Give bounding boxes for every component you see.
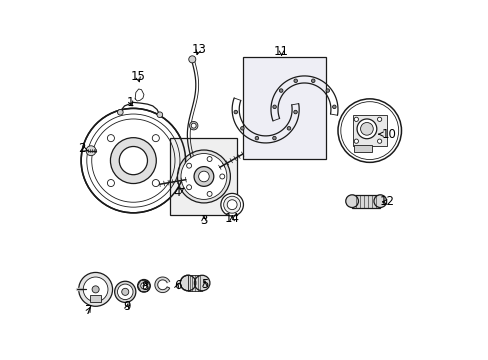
Circle shape (122, 288, 128, 295)
Circle shape (189, 121, 198, 130)
Circle shape (353, 117, 358, 121)
Circle shape (240, 127, 244, 130)
Circle shape (207, 192, 212, 197)
Circle shape (223, 196, 240, 213)
Polygon shape (155, 277, 169, 293)
Circle shape (86, 146, 96, 156)
Circle shape (353, 139, 358, 143)
Circle shape (186, 163, 191, 168)
Text: 4: 4 (173, 186, 183, 199)
Circle shape (137, 279, 150, 292)
Text: 11: 11 (273, 45, 288, 58)
Bar (351, 195, 380, 207)
Text: 1: 1 (127, 96, 134, 109)
Circle shape (107, 180, 114, 186)
Circle shape (227, 200, 237, 210)
Circle shape (92, 286, 99, 293)
Text: 8: 8 (141, 280, 148, 293)
Circle shape (345, 195, 358, 207)
Text: 3: 3 (200, 214, 207, 227)
Circle shape (311, 79, 314, 82)
Circle shape (272, 105, 276, 109)
Bar (90, 295, 101, 302)
Text: 10: 10 (378, 128, 396, 141)
Circle shape (293, 110, 297, 114)
Circle shape (234, 110, 237, 114)
Circle shape (286, 127, 290, 130)
Circle shape (181, 154, 226, 199)
Circle shape (377, 117, 381, 121)
Circle shape (114, 281, 136, 302)
Circle shape (177, 150, 230, 203)
Circle shape (360, 122, 372, 135)
Circle shape (325, 89, 329, 92)
Text: 9: 9 (123, 300, 131, 313)
Circle shape (141, 283, 147, 289)
Bar (353, 145, 371, 153)
Text: 2: 2 (78, 142, 88, 155)
Circle shape (272, 136, 276, 140)
Circle shape (221, 193, 243, 216)
Circle shape (293, 79, 297, 82)
Circle shape (110, 138, 156, 184)
Circle shape (373, 195, 386, 207)
Circle shape (117, 284, 133, 300)
Circle shape (107, 135, 114, 142)
Circle shape (157, 112, 163, 118)
Text: 13: 13 (191, 43, 205, 56)
Circle shape (198, 171, 209, 182)
Circle shape (194, 275, 209, 291)
Circle shape (83, 277, 108, 302)
Circle shape (81, 108, 185, 213)
Bar (170, 138, 237, 215)
Circle shape (191, 123, 196, 128)
Text: 15: 15 (130, 71, 145, 84)
Bar (188, 275, 202, 291)
Circle shape (152, 135, 159, 142)
Circle shape (337, 99, 401, 162)
Circle shape (332, 105, 335, 109)
Text: 14: 14 (224, 212, 239, 225)
Circle shape (152, 180, 159, 186)
Circle shape (180, 275, 195, 291)
Circle shape (117, 109, 123, 115)
Circle shape (255, 136, 258, 140)
Bar (352, 115, 386, 147)
Circle shape (356, 119, 376, 139)
Text: 12: 12 (379, 195, 394, 208)
Circle shape (279, 89, 283, 92)
Circle shape (79, 273, 112, 306)
Circle shape (119, 147, 147, 175)
Text: 5: 5 (201, 278, 208, 291)
Circle shape (377, 139, 381, 143)
Text: 6: 6 (173, 279, 181, 292)
Bar (242, 57, 325, 159)
Circle shape (194, 167, 213, 186)
Circle shape (207, 157, 212, 162)
Text: 7: 7 (84, 304, 92, 317)
Circle shape (188, 56, 195, 63)
Circle shape (219, 174, 224, 179)
Circle shape (186, 185, 191, 190)
